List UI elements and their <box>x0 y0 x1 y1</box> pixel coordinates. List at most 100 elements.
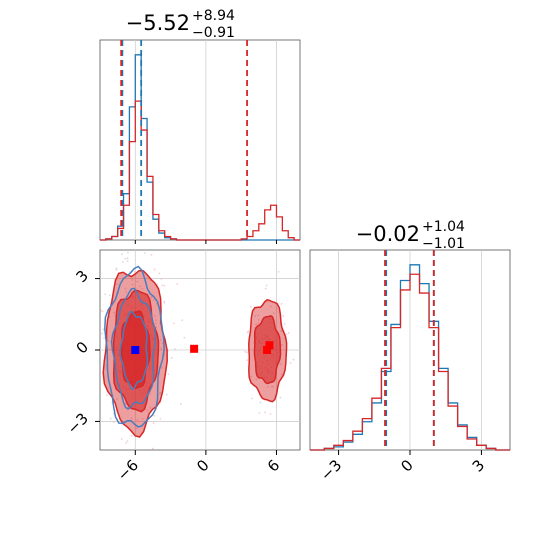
title-lower-error: −0.91 <box>192 25 235 41</box>
scatter-point <box>121 253 123 255</box>
y-tick-label: −3 <box>64 409 92 437</box>
scatter-point <box>280 373 283 376</box>
scatter-point <box>246 351 248 354</box>
scatter-point <box>257 322 260 325</box>
scatter-point <box>272 385 274 388</box>
scatter-point <box>269 305 272 308</box>
scatter-point <box>264 287 267 290</box>
scatter-point <box>101 310 104 313</box>
scatter-point <box>257 314 260 317</box>
scatter-point <box>161 342 164 345</box>
scatter-point <box>103 337 106 339</box>
scatter-point <box>100 332 103 335</box>
scatter-point <box>109 417 112 420</box>
scatter-point <box>254 315 257 317</box>
marginal-histogram-y: −3 0 3 −0.02 +1.04 −1.01 <box>309 219 511 484</box>
x-tick-label: 0 <box>193 456 212 475</box>
scatter-point <box>155 326 157 329</box>
scatter-point <box>135 427 138 430</box>
scatter-point <box>136 418 139 421</box>
scatter-point <box>148 393 151 396</box>
scatter-point <box>289 362 292 364</box>
title-upper-error: +8.94 <box>192 8 235 24</box>
scatter-point <box>280 302 283 305</box>
scatter-point <box>257 318 260 321</box>
truth-markers <box>131 341 274 354</box>
scatter-point <box>124 287 127 290</box>
truth-marker <box>265 341 274 350</box>
scatter-point <box>113 278 116 280</box>
scatter-point <box>173 348 176 350</box>
scatter-point <box>104 293 107 296</box>
scatter-point <box>183 336 186 339</box>
scatter-point <box>153 268 156 271</box>
scatter-point <box>131 278 134 281</box>
scatter-point <box>159 391 162 394</box>
contour-blue-level-2 <box>119 310 149 391</box>
scatter-point <box>251 397 254 400</box>
scatter-point <box>255 378 258 381</box>
truth-marker <box>131 346 140 354</box>
scatter-point <box>181 319 184 322</box>
scatter-point <box>272 312 275 315</box>
scatter-point <box>143 252 146 254</box>
y-tick-label: 0 <box>73 338 92 357</box>
scatter-point <box>108 316 111 319</box>
scatter-point <box>160 347 163 349</box>
contour-blue-level-0 <box>104 265 165 428</box>
scatter-point <box>122 260 124 263</box>
scatter-point <box>266 300 269 303</box>
x-tick-label: 0 <box>397 456 416 475</box>
scatter-point <box>160 278 163 280</box>
scatter-point <box>154 314 157 317</box>
histogram-step-1 <box>100 100 300 241</box>
scatter-point <box>154 322 157 325</box>
scatter-point <box>277 270 280 273</box>
scatter-point <box>108 294 111 297</box>
scatter-point <box>152 422 155 424</box>
scatter-point <box>141 287 144 290</box>
scatter-point <box>249 305 252 308</box>
scatter-point <box>115 283 118 286</box>
scatter-point <box>265 284 268 287</box>
scatter-point <box>130 434 133 437</box>
scatter-point <box>158 272 161 275</box>
scatter-point <box>167 373 170 376</box>
scatter-point <box>106 340 109 343</box>
joint-scatter-panel: −6 0 6 3 0 −3 <box>64 249 301 484</box>
tick-marks: −3 0 3 <box>317 450 488 484</box>
scatter-point <box>139 285 141 288</box>
scatter-point <box>281 344 283 346</box>
title-base: −0.02 <box>356 222 420 246</box>
scatter-point <box>136 280 139 283</box>
scatter-point <box>152 298 155 301</box>
title-lower-error: −1.01 <box>422 236 465 252</box>
histogram-series <box>310 264 510 451</box>
x-tick-label: 3 <box>469 456 488 475</box>
scatter-point <box>179 403 182 405</box>
scatter-point <box>115 268 118 271</box>
scatter-point <box>244 350 246 353</box>
scatter-point <box>130 417 133 420</box>
quantile-lines <box>384 250 435 450</box>
title-upper-error: +1.04 <box>422 219 465 235</box>
scatter-point <box>246 359 248 362</box>
scatter-point <box>116 398 118 401</box>
y-tick-label: 3 <box>73 267 92 286</box>
quantile-lines <box>120 40 248 240</box>
scatter-point <box>279 396 282 399</box>
scatter-point <box>250 375 253 378</box>
scatter-point <box>264 411 266 414</box>
scatter-point <box>126 440 129 443</box>
scatter-point <box>282 315 285 317</box>
scatter-point <box>160 348 163 351</box>
scatter-point <box>283 322 286 325</box>
scatter-point <box>149 406 152 409</box>
scatter-point <box>124 257 127 260</box>
scatter-point <box>258 412 261 414</box>
scatter-point <box>115 267 118 270</box>
scatter-point <box>146 409 149 412</box>
scatter-point <box>126 257 129 260</box>
scatter-point <box>269 412 272 415</box>
